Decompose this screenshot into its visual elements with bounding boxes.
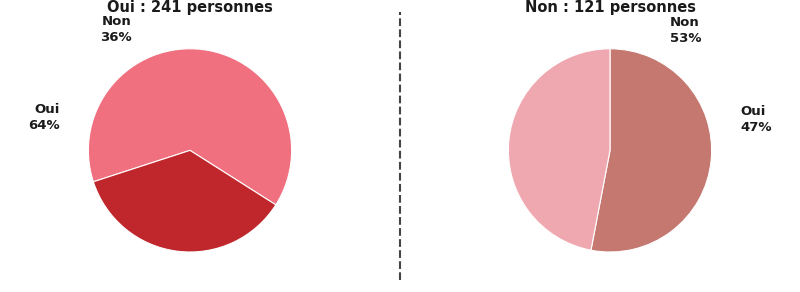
Wedge shape [591, 49, 712, 252]
Title: Oui : 241 personnes: Oui : 241 personnes [107, 0, 273, 15]
Wedge shape [88, 49, 292, 205]
Wedge shape [508, 49, 610, 250]
Text: Non
36%: Non 36% [99, 15, 131, 44]
Text: Oui
64%: Oui 64% [28, 103, 60, 133]
Title: Non : 121 personnes: Non : 121 personnes [525, 0, 695, 15]
Text: Non
53%: Non 53% [670, 16, 702, 45]
Text: Oui
47%: Oui 47% [741, 105, 772, 133]
Wedge shape [94, 150, 276, 252]
